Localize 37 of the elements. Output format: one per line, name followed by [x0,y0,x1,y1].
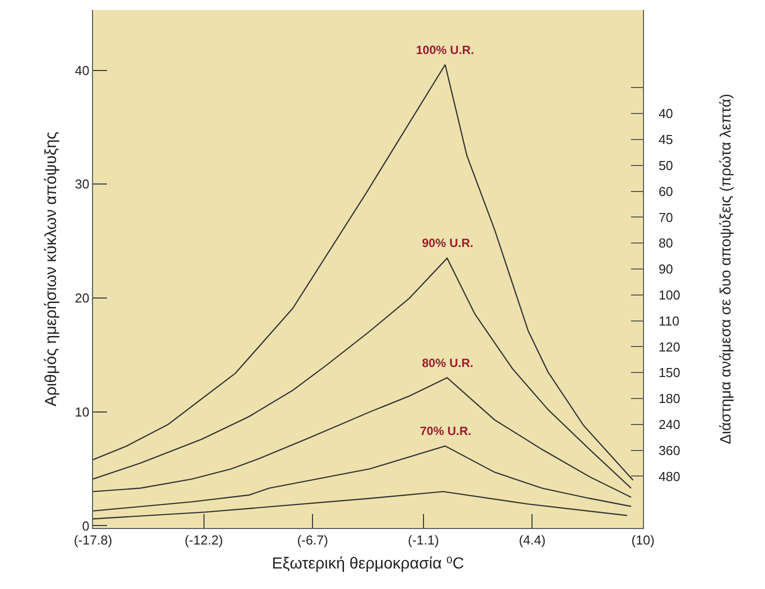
line-series [93,258,632,489]
y-tick-label: 30 [74,176,90,192]
category-label: 120 [658,339,680,354]
line-series [93,445,632,512]
category-label: 90 [658,262,674,277]
y-tick-label: 20 [74,290,90,306]
series-label: 100% U.R. [416,43,474,57]
x-axis-title: Εξωτερική θερμοκρασία ⁰C [272,555,464,572]
category-label: 80 [658,236,674,251]
series-label: 80% U.R. [422,356,474,370]
category-label: 240 [658,416,680,432]
x-tick-label: (4.4) [518,532,546,548]
x-tick-label: (-17.8) [74,532,112,548]
category-label: 40 [658,106,674,122]
category-label: 45 [658,132,674,148]
x-tick-label: (-12.2) [184,532,223,548]
category-label: 150 [658,365,680,380]
line-series [93,377,632,498]
category-label: 60 [658,184,674,199]
category-label: 180 [658,391,680,406]
category-label: 110 [658,313,680,328]
series-label: 70% U.R. [420,424,472,438]
y-tick-label: 10 [74,404,90,420]
y-tick-label: 40 [74,62,90,78]
category-label: 480 [658,468,680,484]
category-label: 360 [658,442,680,458]
x-tick-label: (10) [631,532,655,548]
category-label: 50 [658,158,674,173]
y-tick-label: 0 [82,518,90,534]
y-axis-title: Αριθμός ημερήσιων κύκλων απόψυξης [42,131,60,406]
category-label: 70 [658,210,674,225]
y2-axis-title: Διάστημα ανάμεσα σε δυο αποψύξεις (πρώτα λεπτά) [717,94,734,444]
x-tick-label: (-1.1) [408,532,439,548]
series-label: 90% U.R. [422,236,474,250]
x-tick-label: (-6.7) [297,532,328,548]
line-series [93,64,634,481]
category-label: 100 [658,287,680,302]
